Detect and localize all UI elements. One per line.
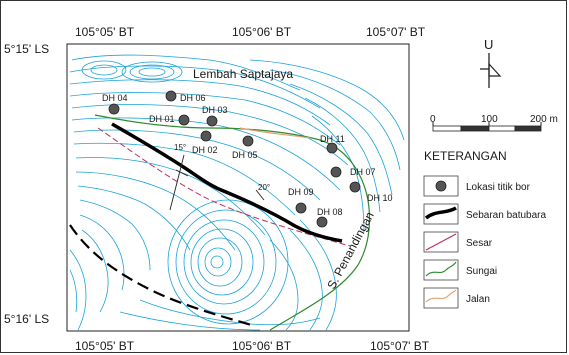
drill-hole-label: DH 07 — [350, 167, 376, 177]
drill-point-icon — [295, 202, 307, 214]
legend-item-fault: Sesar — [423, 231, 493, 253]
coord-left-1: 5°15' LS — [4, 42, 49, 56]
drill-point-icon — [242, 135, 254, 147]
drill-holes: DH 04 DH 06 DH 01 DH 03 DH 02 DH 05 DH 1… — [102, 90, 393, 228]
legend-item-road: Jalan — [423, 287, 490, 309]
river-line — [94, 114, 371, 331]
dip-tick-1 — [175, 169, 189, 177]
coord-bottom-2: 105°06' BT — [232, 339, 292, 353]
north-label: U — [484, 37, 493, 52]
boundary-dashed-line — [69, 224, 256, 328]
coord-bottom-3: 105°07' BT — [370, 339, 430, 353]
drill-point-icon — [178, 114, 190, 126]
coord-top-1: 105°05' BT — [75, 25, 135, 39]
drill-point-icon — [330, 166, 342, 178]
coord-bottom-1: 105°05' BT — [75, 339, 135, 353]
drill-point-icon — [326, 142, 338, 154]
legend-label: Lokasi titik bor — [466, 182, 531, 193]
north-arrow-icon — [480, 53, 502, 88]
legend-item-coal: Sebaran batubara — [423, 203, 547, 225]
drill-hole-label: DH 03 — [202, 105, 228, 115]
drill-hole-label: DH 08 — [317, 207, 343, 217]
dip-strike-line-1 — [169, 154, 185, 211]
scale-bar — [432, 122, 542, 132]
legend-label: Jalan — [466, 294, 490, 305]
drill-hole-label: DH 06 — [180, 93, 206, 103]
drill-point-icon — [108, 103, 120, 115]
fault-line — [97, 127, 351, 247]
legend-item-river: Sungai — [423, 259, 497, 281]
drill-hole-label: DH 09 — [288, 187, 314, 197]
drill-point-icon — [316, 216, 328, 228]
dip-label-2: 20° — [258, 183, 270, 192]
scale-label-100: 100 — [481, 114, 498, 125]
coord-left-2: 5°16' LS — [4, 312, 49, 326]
legend-label: Sungai — [466, 266, 497, 277]
drill-hole-label: DH 02 — [192, 145, 218, 155]
dip-symbols — [169, 154, 265, 211]
legend-label: Sesar — [466, 238, 493, 249]
drill-hole-label: DH 01 — [149, 114, 175, 124]
drill-hole-label: DH 04 — [102, 93, 128, 103]
river-label: S. Penandingan — [324, 209, 376, 291]
road-line — [239, 127, 311, 139]
drill-point-icon — [435, 180, 447, 192]
legend-title: KETERANGAN — [424, 149, 507, 163]
map-area-border — [66, 43, 410, 332]
valley-label: Lembah Saptajaya — [193, 67, 293, 81]
drill-hole-label: DH 11 — [320, 134, 345, 144]
legend-item-drill-point: Lokasi titik bor — [423, 175, 531, 197]
dip-label-1: 15° — [174, 143, 186, 152]
drill-hole-label: DH 10 — [367, 193, 393, 203]
coal-seam-line — [111, 122, 343, 243]
drill-point-icon — [200, 130, 212, 142]
scale-label-200: 200 m — [530, 114, 558, 125]
coord-top-3: 105°07' BT — [366, 25, 426, 39]
coord-top-2: 105°06' BT — [232, 25, 292, 39]
drill-point-icon — [349, 181, 361, 193]
fault-line-icon — [425, 233, 457, 251]
coal-line-icon — [424, 206, 457, 220]
legend-label: Sebaran batubara — [466, 210, 547, 221]
drill-point-icon — [165, 90, 177, 102]
drill-hole-label: DH 05 — [232, 150, 258, 160]
dip-strike-line-2 — [255, 189, 265, 201]
scale-label-0: 0 — [430, 114, 436, 125]
drill-point-icon — [206, 115, 218, 127]
river-line-icon — [425, 261, 457, 277]
road-line-icon — [425, 289, 457, 303]
